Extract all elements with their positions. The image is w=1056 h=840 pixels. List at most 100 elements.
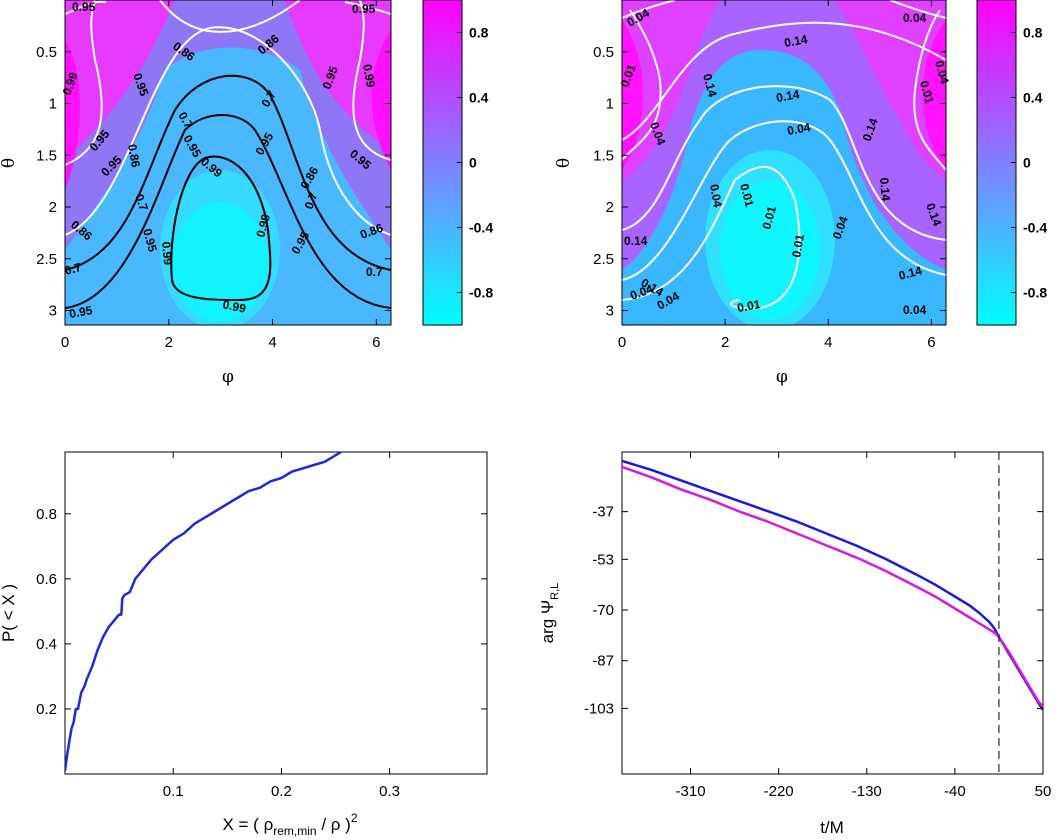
- x-axis-label-a: φ: [222, 367, 234, 387]
- colorbar-ticks-b: 0.8 0.4 0 -0.4 -0.8: [1011, 25, 1047, 301]
- series-line-l: [622, 465, 1043, 708]
- x-tick-label: 6: [372, 334, 380, 351]
- y-tick-label: 3: [49, 303, 57, 320]
- colorbar-tick-label: 0.8: [469, 25, 489, 41]
- contour-label: 0.95: [72, 0, 96, 14]
- contour-label: 0.14: [700, 72, 720, 98]
- x-tick-label: 50: [1035, 783, 1052, 800]
- series-d: [622, 452, 1043, 774]
- y-tick-label: 0.2: [36, 701, 57, 718]
- y-label-main: arg Ψ: [538, 600, 557, 644]
- contour-label: 0.14: [775, 87, 801, 105]
- contour-label: 0.99: [253, 212, 273, 238]
- panel-b: 0.04 0.04 0.14 0.01 0.01 0.14 0.14 0.04 …: [554, 0, 1047, 387]
- contour-label: 0.04: [786, 120, 812, 138]
- x-tick-label: 2: [721, 334, 729, 351]
- contour-label: 0.01: [737, 182, 757, 208]
- y-tick-label: 0.5: [593, 44, 614, 61]
- colorbar-tick-label: 0: [1023, 155, 1031, 171]
- x-axis-b: 0 2 4 6: [618, 0, 936, 351]
- y-axis-label-c: P( < X ): [0, 584, 18, 642]
- x-axis-d: -310 -220 -130 -40 50: [676, 452, 1052, 800]
- axes-frame-b: [621, 0, 947, 326]
- x-axis-a: 0 2 4 6: [61, 0, 380, 351]
- panel-c: 0.1 0.2 0.3 0.2 0.4 0.6 0.8 X = ( ρrem,min / …: [0, 451, 488, 838]
- contour-label: 0.95: [140, 227, 160, 253]
- colorbar-tick-label: -0.4: [469, 220, 493, 236]
- y-tick-label: 1.5: [593, 147, 614, 164]
- y-tick-label: -37: [592, 504, 614, 521]
- x-tick-label: 0.3: [379, 783, 400, 800]
- x-label-main: X = ( ρ: [222, 815, 273, 834]
- x-tick-label: 0.1: [163, 783, 184, 800]
- x-label-mid: / ρ ): [317, 815, 351, 834]
- x-tick-label: 4: [824, 334, 832, 351]
- x-tick-label: -220: [764, 783, 794, 800]
- x-tick-label: 0.2: [271, 783, 292, 800]
- panel-d: -310 -220 -130 -40 50 -37 -53 -70 -87 -103 t/M a…: [538, 451, 1052, 837]
- contour-label: 0.04: [903, 11, 927, 25]
- contour-label: 0.86: [125, 143, 143, 169]
- contours-a: [65, 0, 391, 309]
- colorbar-tick-label: -0.4: [1023, 220, 1047, 236]
- contour-label: 0.99: [221, 297, 247, 316]
- series-line-px: [65, 452, 342, 771]
- contour-label: 0.99: [159, 241, 175, 266]
- y-tick-label: 0.4: [36, 636, 57, 653]
- x-tick-label: 6: [927, 334, 935, 351]
- series-c: [65, 452, 342, 771]
- x-axis-c: 0.1 0.2 0.3: [163, 452, 400, 800]
- panel-a: 0.95 0.95 0.86 0.86 0.99 0.95 0.95 0.99 …: [0, 0, 493, 387]
- contour-label: 0.7: [132, 192, 151, 213]
- x-tick-label: -310: [676, 783, 706, 800]
- contour-labels-a: 0.95 0.95 0.86 0.86 0.99 0.95 0.95 0.99 …: [60, 0, 386, 321]
- contour-label: 0.01: [759, 204, 779, 230]
- y-axis-label-d: arg ΨR,L: [538, 583, 561, 644]
- y-axis-a: 0.5 1 1.5 2 2.5 3: [36, 44, 391, 320]
- axes-frame-c: [64, 451, 488, 775]
- colorbar-tick-label: 0.4: [469, 90, 489, 106]
- x-tick-label: 2: [165, 334, 173, 351]
- x-axis-label-d: t/M: [820, 818, 844, 837]
- contour-label: 0.7: [63, 260, 83, 278]
- x-label-sub: rem,min: [273, 824, 316, 838]
- x-tick-label: 0: [618, 334, 626, 351]
- contour-label: 0.01: [736, 297, 762, 315]
- colorbar-ticks-a: 0.8 0.4 0 -0.4 -0.8: [457, 25, 493, 301]
- contour-label: 0.95: [68, 303, 94, 321]
- contour-label: 0.14: [783, 32, 809, 50]
- colorbar-b: [976, 0, 1017, 326]
- y-tick-label: 2.5: [36, 251, 57, 268]
- contour-label: 0.04: [903, 303, 927, 317]
- colorbar-tick-label: -0.8: [469, 285, 493, 301]
- y-tick-label: 2.5: [593, 251, 614, 268]
- contour-label: 0.04: [932, 59, 952, 85]
- colorbar-tick-label: -0.8: [1023, 285, 1047, 301]
- x-axis-label-c: X = ( ρrem,min / ρ )2: [222, 811, 357, 838]
- contour-label: 0.95: [352, 2, 376, 16]
- y-tick-label: 2: [49, 199, 57, 216]
- axes-frame-d: [621, 451, 1044, 775]
- x-tick-label: 4: [268, 334, 276, 351]
- x-tick-label: -130: [852, 783, 882, 800]
- colorbar-a: [422, 0, 463, 326]
- y-axis-b: 0.5 1 1.5 2 2.5 3: [593, 44, 946, 320]
- contour-label: 0.01: [789, 233, 807, 259]
- y-tick-label: -87: [592, 653, 614, 670]
- y-tick-label: 2: [606, 199, 614, 216]
- y-tick-label: 0.5: [36, 44, 57, 61]
- contour-label: 0.14: [897, 263, 923, 283]
- x-tick-label: -40: [944, 783, 966, 800]
- y-axis-label-b: θ: [554, 158, 574, 168]
- colorbar-tick-label: 0.4: [1023, 90, 1043, 106]
- y-tick-label: 3: [606, 303, 614, 320]
- colorbar-tick-label: 0: [469, 155, 477, 171]
- axes-frame-a: [64, 0, 392, 326]
- y-tick-label: -53: [592, 551, 614, 568]
- x-label-sup: 2: [351, 811, 358, 825]
- y-label-sub: R,L: [549, 583, 561, 600]
- y-axis-c: 0.2 0.4 0.6 0.8: [36, 506, 487, 718]
- contour-label: 0.14: [877, 177, 893, 202]
- series-line-r: [622, 459, 1043, 711]
